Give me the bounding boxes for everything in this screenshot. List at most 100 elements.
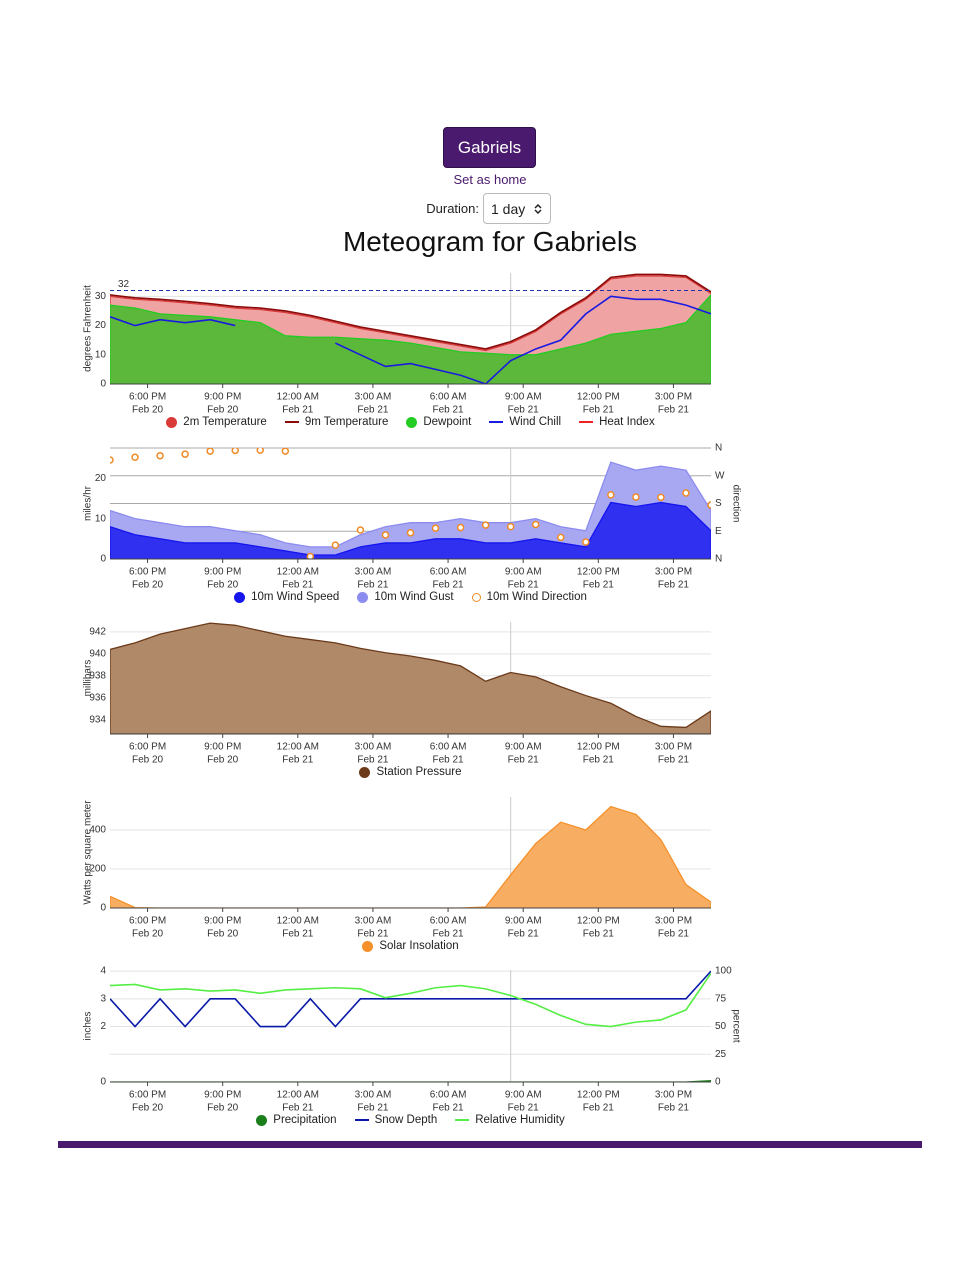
point [431,524,440,532]
y-tick-label: 20 [95,320,107,331]
y2-tick-label: 100 [715,966,732,977]
line [110,316,236,327]
x-tick-label: 12:00 PM [577,1090,620,1101]
x-tick-date: Feb 21 [508,580,540,591]
legend-marker [455,1119,470,1121]
line [110,970,711,1028]
x-tick-date: Feb 21 [583,1103,615,1114]
x-tick-date: Feb 21 [282,405,314,416]
x-tick-date: Feb 21 [508,405,540,416]
point [632,493,640,501]
legend-marker [166,416,178,428]
legend-item: Precipitation [256,1114,337,1126]
legend-item: Heat Index [579,416,655,428]
y2-tick-label: N [715,443,722,454]
legend-item: Snow Depth [354,1114,438,1126]
x-tick-date: Feb 20 [207,580,239,591]
y-tick-label: 938 [89,670,106,681]
legend-item: 10m Wind Gust [357,591,454,603]
y-tick-label: 200 [89,864,106,875]
threshold-label: 32 [118,279,130,290]
y-axis-title: Watts per square meter [83,800,94,905]
x-tick-date: Feb 21 [583,755,615,766]
point [381,531,390,539]
point [682,489,690,497]
x-tick-label: 3:00 AM [355,1090,392,1101]
legend-label: Relative Humidity [475,1114,565,1126]
legend-marker [362,940,374,952]
x-tick-label: 9:00 AM [505,392,542,403]
point [110,456,114,464]
page-title: Meteogram for Gabriels [342,226,638,257]
point [557,533,565,542]
x-tick-label: 9:00 PM [204,916,241,927]
y2-tick-label: W [715,470,725,481]
x-tick-date: Feb 20 [207,755,239,766]
x-tick-date: Feb 21 [282,929,314,940]
point [156,451,164,460]
x-tick-date: Feb 20 [207,405,239,416]
x-tick-label: 3:00 PM [655,742,692,753]
plot [110,805,711,908]
legend-label: Wind Chill [509,416,562,428]
x-tick-date: Feb 21 [357,929,389,940]
x-tick-date: Feb 20 [132,580,164,591]
area [110,622,711,734]
legend-label: 10m Wind Gust [374,591,454,603]
x-tick-label: 9:00 AM [505,742,542,753]
x-tick-date: Feb 20 [132,755,164,766]
x-tick-label: 3:00 AM [355,567,392,578]
x-tick-date: Feb 21 [357,580,389,591]
x-tick-date: Feb 21 [658,929,690,940]
x-tick-date: Feb 21 [432,929,464,940]
y2-tick-label: 0 [715,1077,721,1088]
legend-label: 10m Wind Direction [486,591,587,603]
area [110,501,711,559]
legend-item: Wind Chill [489,416,561,428]
x-tick-date: Feb 20 [132,1103,164,1114]
x-tick-date: Feb 21 [282,755,314,766]
point [206,448,214,455]
line [335,295,711,384]
legend-label: Station Pressure [376,766,462,778]
set-home-link[interactable]: Set as home [453,172,527,187]
x-tick-date: Feb 20 [207,1103,239,1114]
y2-tick-label: E [715,526,722,537]
duration-value: 1 day [491,201,526,217]
x-tick-label: 12:00 PM [577,742,620,753]
plot [110,970,711,1082]
legend-marker [354,1119,369,1121]
x-tick-label: 9:00 AM [505,567,542,578]
legend-marker [471,592,481,602]
x-tick-label: 12:00 PM [577,567,620,578]
x-tick-label: 9:00 PM [204,392,241,403]
point [181,450,189,458]
y-tick-label: 936 [89,692,106,703]
point [707,501,711,509]
point [506,522,515,531]
y-tick-label: 0 [100,554,106,565]
legend-marker [284,421,299,423]
y-tick-label: 4 [100,966,106,977]
x-tick-date: Feb 21 [658,405,690,416]
legend-label: Precipitation [273,1114,337,1126]
legend-label: Solar Insolation [379,940,459,952]
duration-select[interactable]: 1 day [483,193,551,224]
station-button[interactable]: Gabriels [443,127,536,168]
line [110,972,711,1028]
x-tick-label: 9:00 PM [204,1090,241,1101]
legend: Solar Insolation [110,940,711,952]
legend-label: 2m Temperature [183,416,267,428]
point [331,541,340,549]
x-tick-date: Feb 20 [207,929,239,940]
legend-label: Snow Depth [374,1114,438,1126]
y-tick-label: 0 [100,903,106,914]
x-tick-label: 6:00 PM [129,916,166,927]
legend-item: 9m Temperature [284,416,388,428]
point [657,493,665,502]
chevron [534,203,542,215]
legend-marker [359,766,371,778]
x-tick-label: 12:00 AM [277,742,319,753]
legend: 10m Wind Speed 10m Wind Gust 10m Wind Dire… [110,591,711,603]
x-tick-label: 3:00 PM [655,567,692,578]
